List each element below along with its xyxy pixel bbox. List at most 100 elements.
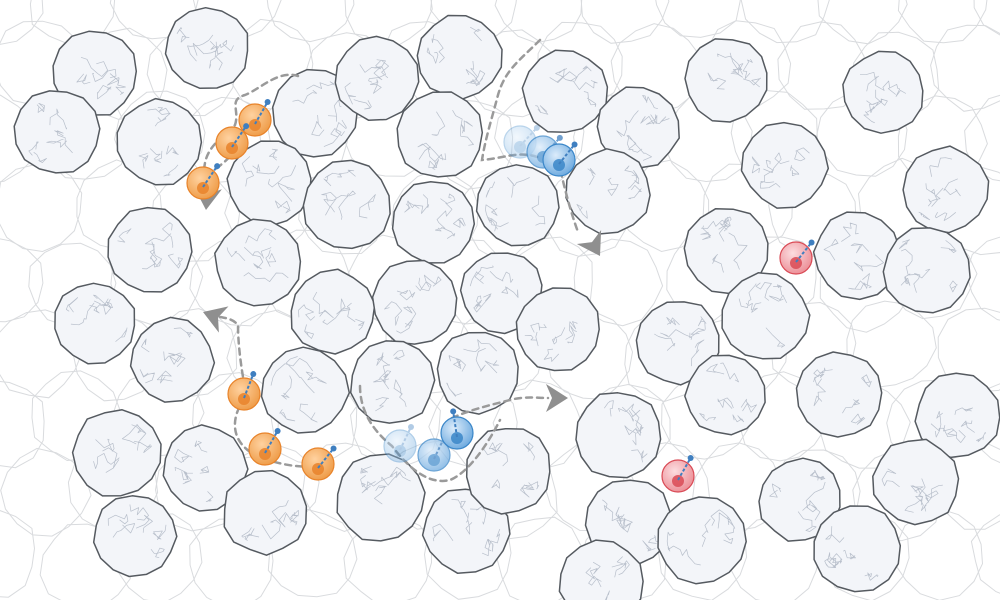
cell-texture (76, 56, 126, 100)
cell-membrane (902, 145, 990, 234)
direction-arrow-icon (203, 306, 229, 333)
cell-membrane (271, 68, 359, 158)
cell-texture (292, 81, 347, 147)
tissue-cells (13, 6, 1000, 600)
agent-nucleus (312, 463, 324, 475)
tissue-cell (758, 457, 841, 542)
cell-membrane (842, 50, 924, 134)
tissue-cell (107, 206, 193, 293)
cell-texture (426, 26, 486, 87)
tissue-cell (260, 346, 351, 434)
tissue-cell (475, 164, 560, 247)
cell-texture (138, 107, 179, 177)
cell-membrane (657, 496, 747, 585)
tissue-cell (371, 259, 458, 345)
cell-membrane (872, 438, 960, 526)
tissue-cell (558, 539, 644, 600)
agent-nucleus (238, 393, 250, 405)
cell-membrane (758, 457, 841, 542)
agent-nucleus (249, 119, 261, 131)
agent-body (383, 429, 417, 463)
cell-texture (654, 316, 707, 367)
orange-group-upper-agent (186, 163, 221, 200)
cell-texture (813, 367, 872, 425)
tissue-cell (223, 469, 308, 556)
tissue-cell (391, 180, 476, 264)
cell-membrane (396, 91, 484, 178)
cell-membrane (740, 121, 830, 209)
blue-group-upper-agent (542, 141, 578, 177)
cell-texture (404, 193, 466, 239)
background-cell-outline (655, 0, 741, 38)
cell-texture (707, 52, 761, 90)
cell-membrane (214, 218, 302, 307)
cell-texture (93, 424, 152, 473)
tissue-cell (657, 496, 747, 585)
migration-trail (358, 384, 502, 483)
cell-membrane (684, 354, 766, 436)
red-singles-agent (779, 239, 815, 275)
tissue-cell (812, 211, 902, 301)
cell-texture (373, 349, 407, 412)
background-cell-outline (930, 24, 1000, 112)
tissue-cell (396, 91, 484, 178)
cell-membrane (558, 539, 644, 600)
agent-nucleus (394, 445, 406, 457)
cell-texture (700, 216, 748, 273)
cell-texture (482, 442, 540, 498)
cell-texture (824, 526, 879, 581)
tissue-cell (214, 218, 302, 307)
migrating-agents (186, 98, 815, 493)
tissue-cell (334, 35, 420, 121)
background-cell-outline (0, 447, 92, 537)
cell-texture (769, 470, 826, 532)
cell-texture (226, 228, 289, 282)
background-cell-outline (740, 0, 830, 44)
background-cell-outline (0, 238, 44, 323)
cell-membrane (721, 272, 811, 360)
cell-texture (918, 157, 961, 221)
tissue-cell (302, 159, 391, 250)
tissue-cell (575, 392, 662, 479)
cell-texture (585, 556, 630, 600)
cell-texture (417, 110, 474, 170)
background-cell-outline (494, 0, 583, 44)
background-cell-outline (897, 0, 988, 44)
cell-membrane (812, 211, 902, 301)
agent-nucleus (553, 159, 565, 171)
cell-texture (604, 400, 648, 463)
cell-texture (823, 222, 884, 290)
cell-texture (738, 282, 788, 348)
background-cell-outline (29, 0, 116, 45)
blue-group-lower-agent (440, 408, 474, 450)
agent-nucleus (672, 475, 684, 487)
tissue-cell (515, 287, 600, 372)
velocity-arrow-icon (243, 371, 257, 399)
cell-membrane (635, 301, 720, 386)
cell-membrane (129, 316, 216, 403)
cell-membrane (260, 346, 351, 434)
cell-texture (139, 327, 193, 384)
background-cell-outline (610, 23, 701, 114)
tissue-cell (842, 50, 924, 134)
tissue-cell (116, 97, 203, 186)
direction-arrow-icon (576, 229, 602, 256)
cell-membrane (515, 287, 600, 372)
orange-group-lower-agent (301, 445, 337, 481)
cell-membrane (336, 453, 426, 542)
cell-texture (469, 265, 519, 313)
cell-texture (384, 274, 442, 334)
tissue-cell (872, 438, 960, 526)
cell-membrane (521, 49, 609, 134)
background-cell-outline (266, 0, 355, 43)
velocity-arrow-icon (231, 123, 250, 148)
velocity-arrow-icon (558, 141, 578, 165)
tissue-cell (336, 453, 426, 542)
agent-nucleus (259, 448, 271, 460)
agent-nucleus (790, 257, 802, 269)
migration-paths (196, 38, 580, 483)
tissue-cell (54, 282, 136, 365)
tissue-cell (436, 331, 519, 415)
velocity-arrow-icon (450, 408, 458, 438)
tissue-cell (882, 227, 971, 314)
